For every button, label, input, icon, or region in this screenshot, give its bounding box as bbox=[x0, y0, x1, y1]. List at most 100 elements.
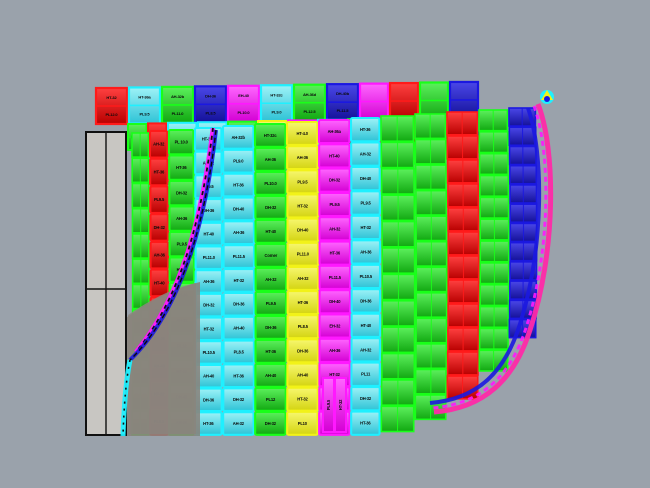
mesh-cell[interactable] bbox=[380, 167, 415, 195]
mesh-cell[interactable] bbox=[381, 273, 416, 301]
top-plate-cell[interactable]: AH-32b PL11.0 bbox=[160, 85, 195, 125]
mesh-cell[interactable] bbox=[509, 241, 538, 262]
top-plate-cell[interactable]: HT-32 PL12.0 bbox=[94, 86, 129, 126]
mesh-cell[interactable] bbox=[381, 299, 416, 327]
mesh-cell[interactable]: HT-40 bbox=[318, 143, 351, 169]
mesh-cell[interactable] bbox=[508, 126, 537, 147]
mesh-cell[interactable] bbox=[131, 157, 150, 184]
top-plate-cell[interactable] bbox=[388, 81, 420, 121]
mesh-cell[interactable]: AH-32 bbox=[286, 265, 320, 291]
mesh-cell[interactable] bbox=[131, 258, 150, 285]
mesh-cell[interactable]: PL10.5 bbox=[350, 263, 382, 290]
mesh-cell[interactable]: AH-32 bbox=[350, 141, 381, 167]
mesh-cell[interactable]: HT-32 bbox=[222, 268, 256, 293]
mesh-cell[interactable]: DH-36 bbox=[350, 288, 382, 314]
mesh-cell[interactable] bbox=[380, 115, 415, 142]
mesh-cell[interactable] bbox=[509, 222, 538, 243]
mesh-cell[interactable]: HT-40 bbox=[350, 312, 382, 339]
mesh-column[interactable]: HT-4.0 AH-36 PL9.5 HT-32 DH-40 PL11.0 AH-32 HT-… bbox=[285, 120, 320, 436]
mesh-cell[interactable]: HT-36 bbox=[254, 338, 287, 364]
mesh-column[interactable] bbox=[446, 111, 480, 400]
mesh-cell[interactable] bbox=[447, 207, 480, 232]
mesh-cell[interactable] bbox=[380, 405, 415, 433]
bottom-plate-tags[interactable]: PL9.5 HT-32 bbox=[322, 377, 347, 433]
mesh-cell[interactable]: DH-32 bbox=[254, 410, 287, 436]
mesh-cell[interactable] bbox=[447, 303, 480, 328]
mesh-cell[interactable] bbox=[479, 305, 510, 329]
mesh-cell[interactable] bbox=[446, 351, 479, 376]
top-plate-cell[interactable] bbox=[358, 82, 390, 121]
mesh-cell[interactable]: Corner bbox=[254, 242, 288, 268]
mesh-cell[interactable]: DH-40 bbox=[350, 165, 381, 192]
bulkhead-panel[interactable] bbox=[85, 131, 127, 436]
mesh-cell[interactable]: EH-32 bbox=[318, 313, 352, 339]
mesh-cell[interactable]: HT-32 bbox=[350, 214, 381, 241]
mesh-cell[interactable]: DH-32 bbox=[350, 386, 381, 412]
mesh-cell[interactable]: AH-36 bbox=[350, 239, 382, 265]
corner-node-marker[interactable] bbox=[540, 90, 554, 104]
mesh-cell[interactable]: PL8.5 bbox=[286, 314, 320, 340]
mesh-cell[interactable] bbox=[415, 189, 448, 216]
mesh-cell[interactable]: AH-32 bbox=[222, 411, 255, 436]
mesh-cell[interactable] bbox=[479, 174, 510, 197]
mesh-cell[interactable] bbox=[414, 164, 447, 191]
mesh-cell[interactable] bbox=[509, 203, 538, 224]
mesh-cell[interactable]: PL11.5 bbox=[222, 244, 256, 269]
mesh-cell[interactable]: DH-32 bbox=[168, 179, 195, 207]
mesh-cell[interactable]: DH-32 bbox=[318, 167, 351, 193]
mesh-cell[interactable]: HT-32 bbox=[286, 193, 319, 219]
mesh-cell[interactable] bbox=[447, 327, 480, 352]
mesh-cell[interactable] bbox=[509, 261, 538, 281]
mesh-cell[interactable]: DH-40 bbox=[286, 217, 319, 243]
mesh-cell[interactable]: PL 10.0 bbox=[167, 128, 195, 156]
mesh-cell[interactable]: AH-36 bbox=[222, 220, 255, 246]
mesh-cell[interactable]: PL10.0 bbox=[254, 170, 287, 196]
mesh-cell[interactable]: HT-36 bbox=[318, 240, 352, 266]
mesh-cell[interactable]: PL9.5 bbox=[254, 290, 288, 316]
mesh-cell[interactable]: AH-32 bbox=[254, 266, 288, 292]
mesh-column[interactable] bbox=[414, 113, 448, 421]
mesh-cell[interactable]: AH-40 bbox=[222, 315, 256, 341]
mesh-column[interactable]: AH-32b PL9.0 HT-36 DH-40 AH-36 PL11.5 HT-32 DH-… bbox=[221, 124, 256, 436]
mesh-cell[interactable]: AH-36a bbox=[317, 118, 351, 145]
mesh-cell[interactable] bbox=[509, 184, 538, 204]
mesh-cell[interactable]: PL12 bbox=[254, 386, 287, 412]
mesh-cell[interactable]: AH-32 bbox=[318, 216, 351, 242]
mesh-cell[interactable]: AH-32b bbox=[221, 124, 255, 150]
mesh-cell[interactable] bbox=[414, 368, 447, 395]
top-plate-cell[interactable]: HT-36a PL9.5 bbox=[127, 86, 162, 125]
mesh-cell[interactable] bbox=[131, 132, 150, 158]
mesh-cell[interactable]: PL11 bbox=[350, 361, 381, 387]
mesh-cell[interactable]: AH-40 bbox=[254, 362, 287, 388]
bottom-plate-tag[interactable]: PL9.5 bbox=[322, 377, 335, 433]
mesh-cell[interactable]: AH-32 bbox=[148, 129, 169, 159]
mesh-cell[interactable] bbox=[414, 394, 447, 421]
mesh-cell[interactable] bbox=[415, 266, 448, 293]
mesh-cell[interactable] bbox=[479, 262, 510, 285]
mesh-cell[interactable] bbox=[380, 141, 415, 169]
mesh-cell[interactable]: HT-32c bbox=[253, 122, 287, 148]
mesh-cell[interactable]: HT-40 bbox=[254, 218, 287, 244]
top-plate-cell[interactable] bbox=[418, 81, 450, 120]
mesh-cell[interactable] bbox=[414, 138, 447, 165]
mesh-cell[interactable]: DH-36 bbox=[222, 291, 256, 317]
top-plate-row[interactable]: HT-32 PL12.0 HT-36a PL9.5 AH-32b PL11.0 DH-36 P… bbox=[94, 80, 480, 126]
mesh-cell[interactable]: AH-36 bbox=[194, 269, 224, 294]
mesh-cell[interactable]: HT-36 bbox=[222, 172, 255, 198]
mesh-cell[interactable] bbox=[131, 233, 150, 259]
mesh-cell[interactable]: PL11.0 bbox=[286, 241, 320, 267]
mesh-cell[interactable] bbox=[478, 109, 509, 132]
mesh-cell[interactable]: PL11.0 bbox=[194, 245, 224, 271]
mesh-cell[interactable]: DH-32 bbox=[222, 387, 255, 413]
mesh-cell[interactable] bbox=[415, 215, 448, 242]
mesh-cell[interactable]: AH-36 bbox=[286, 145, 319, 171]
bottom-plate-tag[interactable]: HT-32 bbox=[334, 377, 347, 433]
mesh-cell[interactable]: PL9.5 bbox=[286, 169, 319, 195]
mesh-cell[interactable] bbox=[415, 317, 448, 344]
mesh-cell[interactable]: AH-36 bbox=[318, 337, 351, 363]
mesh-cell[interactable]: HT-40 bbox=[149, 268, 170, 298]
mesh-cell[interactable]: AH-32 bbox=[350, 337, 381, 363]
mesh-column[interactable] bbox=[478, 109, 510, 372]
mesh-cell[interactable]: DH-36 bbox=[254, 314, 288, 340]
mesh-cell[interactable]: DH-40 bbox=[222, 196, 255, 222]
